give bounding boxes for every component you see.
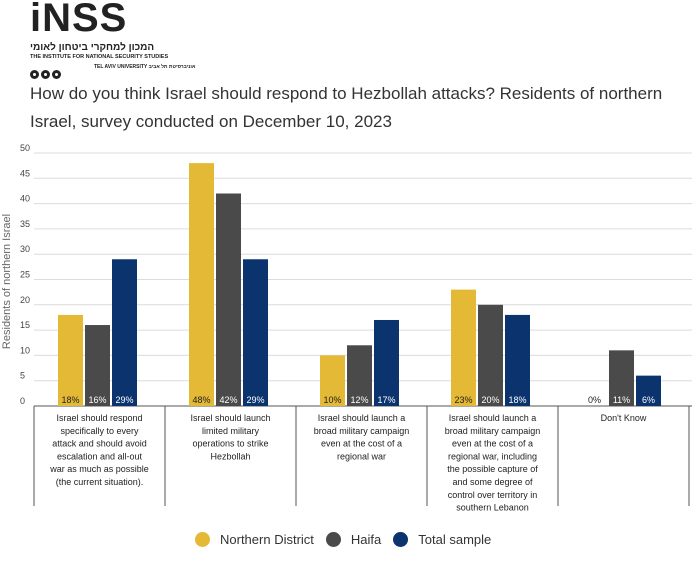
legend-label: Haifa <box>350 532 382 547</box>
x-category-label: Israel should launch a broad military cam… <box>445 413 541 513</box>
y-tick-label: 25 <box>20 270 30 280</box>
data-label: 48% <box>192 395 210 405</box>
data-label: 0% <box>588 395 601 405</box>
y-tick-label: 15 <box>20 320 30 330</box>
data-label: 6% <box>642 395 655 405</box>
bar <box>58 314 83 406</box>
data-label: 18% <box>61 395 79 405</box>
data-label: 17% <box>377 395 395 405</box>
logo-english-name: THE INSTITUTE FOR NATIONAL SECURITY STUD… <box>30 54 169 60</box>
legend-label: Total sample <box>418 532 492 547</box>
data-label: 29% <box>115 395 133 405</box>
legend-item: Haifa <box>325 532 382 547</box>
bar <box>112 259 137 406</box>
bar <box>505 314 530 406</box>
data-label: 11% <box>613 395 630 405</box>
chart-title: How do you think Israel should respond t… <box>30 84 663 131</box>
data-label: 20% <box>481 395 499 405</box>
chart-legend: Northern District Haifa Total sample <box>195 532 503 547</box>
y-tick-label: 30 <box>20 244 30 254</box>
legend-swatch <box>325 532 341 547</box>
logo-hebrew-name: המכון למחקרי ביטחון לאומי <box>30 42 155 53</box>
legend-item: Northern District <box>195 532 314 547</box>
legend-swatch <box>393 532 409 547</box>
bar <box>636 375 661 406</box>
x-category-label: Don't Know <box>601 413 647 423</box>
y-tick-label: 20 <box>20 295 30 305</box>
x-category-label: Israel should launch limited military oper… <box>190 413 270 461</box>
y-tick-label: 10 <box>20 345 30 355</box>
y-tick-label: 0 <box>20 396 25 406</box>
y-tick-label: 35 <box>20 219 30 229</box>
data-label: 42% <box>219 395 237 405</box>
y-tick-label: 5 <box>20 371 25 381</box>
x-category-label: Israel should launch a broad military cam… <box>314 413 410 461</box>
data-label: 23% <box>454 395 472 405</box>
legend-label: Northern District <box>220 532 314 547</box>
logo-circles-icon <box>30 64 63 83</box>
data-label: 18% <box>508 395 526 405</box>
bar <box>347 345 372 406</box>
y-tick-label: 45 <box>20 168 30 178</box>
x-category-label: Israel should respond specifically to eve… <box>49 413 149 487</box>
y-axis-title: Residents of northern Israel <box>1 214 13 349</box>
bar <box>609 350 634 406</box>
data-label: 10% <box>323 395 341 405</box>
legend-item: Total sample <box>393 532 491 547</box>
legend-swatch <box>195 532 210 547</box>
data-label: 12% <box>350 395 368 405</box>
y-tick-label: 50 <box>20 143 30 153</box>
bar <box>478 304 503 406</box>
bar <box>85 325 110 406</box>
data-label: 16% <box>88 395 106 405</box>
bar <box>216 193 241 406</box>
bar <box>320 355 345 406</box>
y-tick-label: 40 <box>20 194 30 204</box>
bar <box>451 289 476 406</box>
inss-logo: iNSS המכון למחקרי ביטחון לאומי THE INSTI… <box>28 0 195 79</box>
logo-wordmark: iNSS <box>30 0 128 40</box>
logo-university: TEL AVIV UNIVERSITY אוניברסיטת תל אביב <box>94 64 196 70</box>
bar <box>189 163 214 406</box>
data-label: 29% <box>246 395 264 405</box>
bar <box>243 259 268 406</box>
bar <box>374 319 399 406</box>
